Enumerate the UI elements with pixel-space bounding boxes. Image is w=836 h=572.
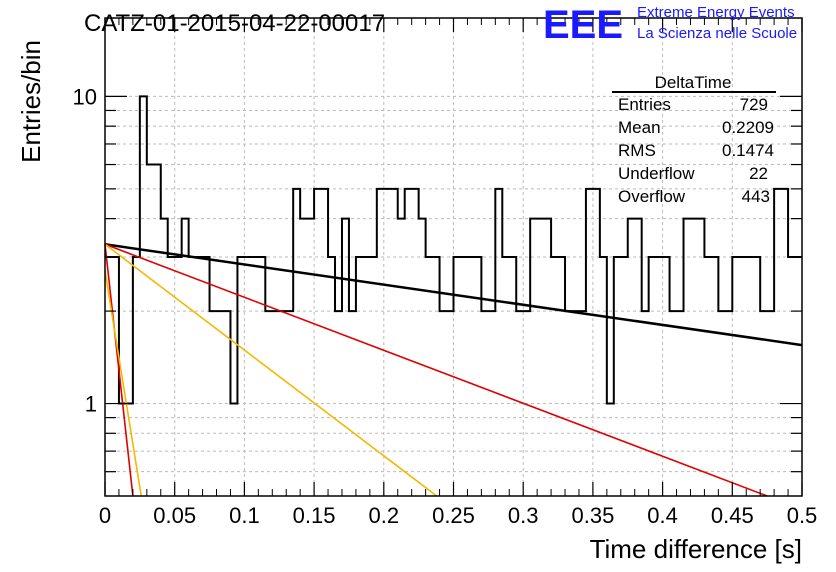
logo-line-2: La Scienza nelle Scuole: [637, 25, 797, 42]
x-tick-label: 0.5: [787, 503, 818, 528]
x-tick-label: 0.05: [153, 503, 196, 528]
x-tick-label: 0.35: [571, 503, 614, 528]
x-tick-label: 0.2: [369, 503, 400, 528]
logo-letters: EEE: [543, 3, 623, 47]
x-tick-label: 0.1: [229, 503, 260, 528]
stats-value-mean: 0.2209: [722, 118, 774, 137]
stats-box: DeltaTime Entries 729 Mean 0.2209 RMS 0.…: [612, 73, 776, 206]
stats-label-entries: Entries: [618, 95, 671, 114]
stats-value-underflow: 22: [749, 164, 768, 183]
histogram-outline: [105, 95, 802, 405]
fit-line-1: [104, 243, 803, 347]
stats-value-overflow: 443: [742, 187, 770, 206]
y-axis-label: Entries/bin: [16, 40, 46, 163]
chart-title: CATZ-01-2015-04-22-00017: [84, 10, 385, 37]
y-tick-label: 1: [85, 392, 97, 417]
fit-line-5: [104, 270, 143, 497]
stats-title: DeltaTime: [655, 73, 732, 92]
x-tick-label: 0.15: [293, 503, 336, 528]
x-axis-label: Time difference [s]: [590, 534, 802, 564]
stats-value-entries: 729: [740, 95, 768, 114]
stats-value-rms: 0.1474: [722, 141, 774, 160]
stats-label-mean: Mean: [618, 118, 661, 137]
axis-ticks: 0 0.05 0.1 0.15 0.2 0.25 0.3 0.35 0.4 0.45 0.5 1 10: [73, 18, 818, 528]
y-tick-label: 10: [73, 84, 97, 109]
x-tick-label: 0.3: [508, 503, 539, 528]
x-tick-label: 0: [99, 503, 111, 528]
histogram-series: [105, 95, 802, 405]
x-tick-label: 0.25: [432, 503, 475, 528]
x-tick-label: 0.45: [711, 503, 754, 528]
x-tick-label: 0.4: [647, 503, 678, 528]
stats-label-overflow: Overflow: [618, 187, 686, 206]
fit-lines: [104, 243, 803, 497]
eee-logo: EEE Extreme Energy Events La Scienza nel…: [543, 3, 797, 47]
stats-label-underflow: Underflow: [618, 164, 695, 183]
fit-line-4: [104, 244, 134, 497]
stats-label-rms: RMS: [618, 141, 656, 160]
fit-line-3: [104, 243, 438, 497]
fit-line-2: [104, 243, 768, 497]
logo-line-1: Extreme Energy Events: [637, 4, 795, 21]
